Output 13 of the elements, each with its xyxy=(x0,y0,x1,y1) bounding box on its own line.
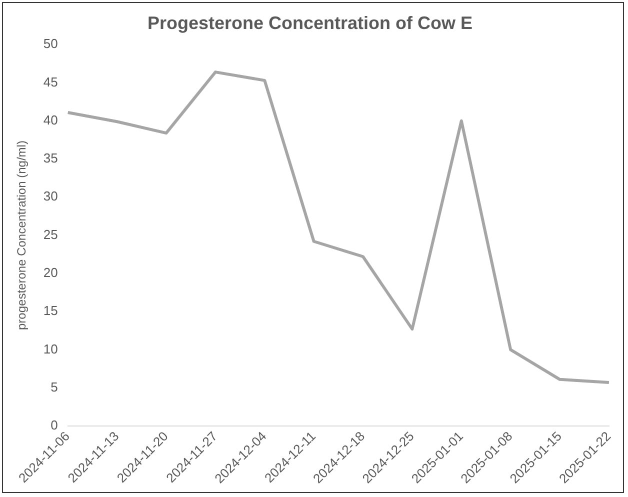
y-tick-label: 0 xyxy=(50,418,58,433)
y-tick-label: 45 xyxy=(43,74,58,90)
y-tick-label: 35 xyxy=(43,150,58,166)
y-tick-label: 20 xyxy=(43,264,58,280)
y-tick-label: 15 xyxy=(43,303,58,318)
y-tick-label: 5 xyxy=(50,379,58,394)
y-tick-label: 50 xyxy=(43,36,58,52)
y-tick-label: 40 xyxy=(43,112,58,128)
y-tick-label: 30 xyxy=(43,188,58,204)
y-tick-label: 10 xyxy=(43,341,58,356)
y-tick-label: 25 xyxy=(43,226,58,242)
chart-title: Progesterone Concentration of Cow E xyxy=(147,12,473,33)
y-axis-title: progesterone Concentration (ng/ml) xyxy=(14,140,29,330)
